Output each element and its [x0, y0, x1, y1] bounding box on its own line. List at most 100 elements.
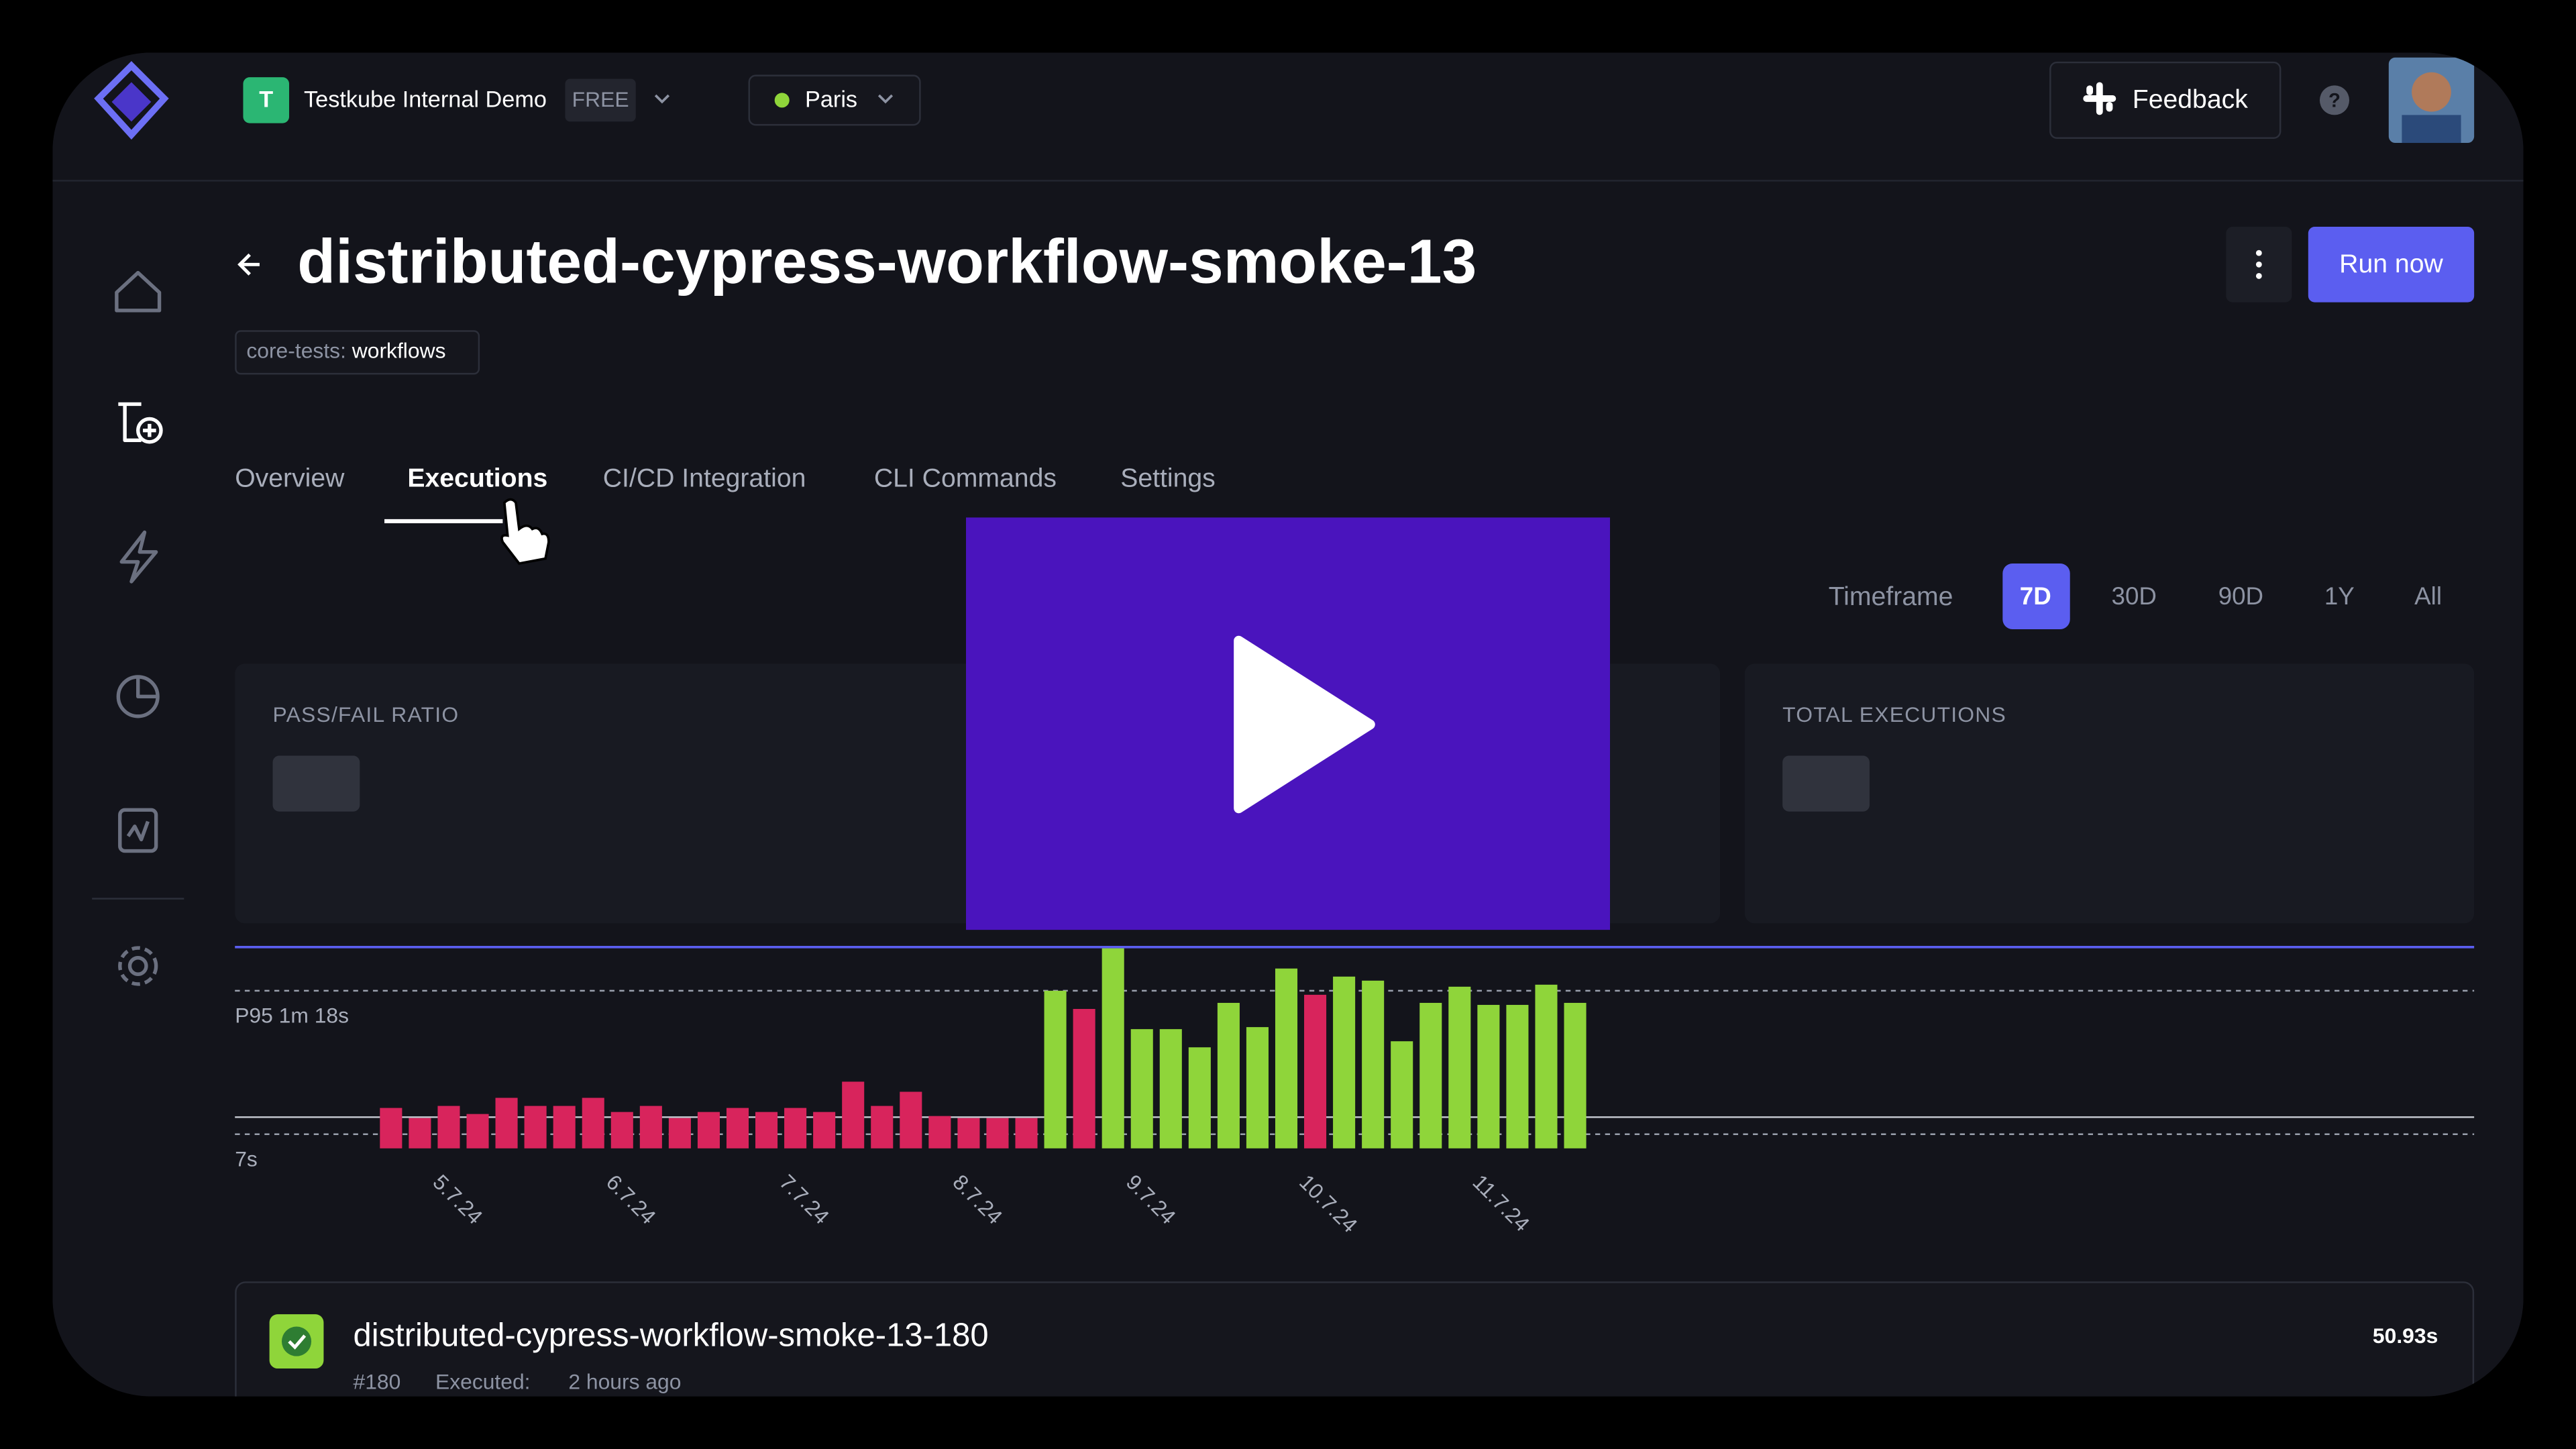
reference-label: 7s [235, 1146, 258, 1171]
executed-time: 2 hours ago [568, 1369, 681, 1393]
bar[interactable] [784, 1108, 807, 1148]
execution-duration: 50.93s [2373, 1324, 2438, 1348]
more-menu[interactable] [2226, 226, 2292, 303]
bar[interactable] [1246, 1027, 1269, 1148]
bar[interactable] [842, 1081, 865, 1148]
bar[interactable] [871, 1106, 894, 1148]
card-title: PASS/FAIL RATIO [273, 702, 460, 727]
bar[interactable] [1275, 968, 1298, 1148]
card-total-executions: TOTAL EXECUTIONS [1744, 663, 2475, 924]
timeframe: Timeframe 7D 30D 90D 1Y All [1829, 564, 2442, 629]
app-frame: T Testkube Internal Demo FREE Paris Feed… [52, 52, 2524, 1446]
bar[interactable] [610, 1112, 633, 1148]
bar[interactable] [1102, 948, 1124, 1148]
bar[interactable] [1535, 984, 1558, 1148]
bar[interactable] [986, 1118, 1009, 1148]
label-value: workflows [352, 339, 446, 363]
executed-label: Executed: [435, 1369, 531, 1393]
bar[interactable] [1217, 1002, 1240, 1148]
nav-settings[interactable] [118, 946, 158, 986]
help-icon[interactable]: ? [2319, 85, 2350, 115]
timeframe-label: Timeframe [1829, 582, 1953, 611]
bar[interactable] [755, 1112, 778, 1148]
nav-workflows[interactable] [118, 402, 163, 444]
execution-row[interactable]: distributed-cypress-workflow-smoke-13-18… [235, 1281, 2475, 1446]
bar[interactable] [495, 1097, 518, 1148]
sidebar [92, 270, 184, 986]
card-title: TOTAL EXECUTIONS [1782, 702, 2006, 727]
bar[interactable] [582, 1097, 604, 1148]
bar[interactable] [409, 1118, 431, 1148]
bar[interactable] [813, 1112, 836, 1148]
plan-badge: FREE [572, 87, 629, 111]
back-arrow[interactable] [237, 253, 260, 276]
environment-name: Paris [805, 87, 857, 113]
execution-number: #180 [354, 1369, 401, 1393]
bar[interactable] [1333, 976, 1356, 1148]
timeframe-active-bg [2002, 564, 2070, 629]
tab[interactable]: Overview [235, 464, 345, 492]
feedback-label: Feedback [2133, 85, 2248, 114]
execution-name: distributed-cypress-workflow-smoke-13-18… [354, 1317, 989, 1353]
bar[interactable] [437, 1106, 460, 1148]
nav-analytics[interactable] [116, 675, 160, 718]
bar[interactable] [380, 1108, 402, 1148]
bar[interactable] [1073, 1008, 1095, 1148]
mouse-cursor [500, 498, 550, 566]
nav-triggers[interactable] [119, 530, 158, 584]
bar[interactable] [553, 1106, 576, 1148]
bar[interactable] [1044, 990, 1067, 1148]
logo[interactable] [94, 61, 169, 140]
timeframe-option[interactable]: 7D [2020, 582, 2051, 610]
bar[interactable] [1506, 1004, 1529, 1148]
bar[interactable] [697, 1112, 720, 1148]
loading-placeholder [272, 755, 360, 812]
label-text: core-tests: workflows [246, 339, 445, 363]
timeframe-option[interactable]: All [2414, 582, 2442, 610]
nav-reports[interactable] [118, 808, 158, 853]
nav-home[interactable] [115, 270, 162, 313]
workspace-initial: T [259, 87, 273, 113]
video-play-overlay[interactable] [966, 517, 1610, 930]
bar[interactable] [1188, 1047, 1211, 1148]
timeframe-option[interactable]: 90D [2218, 582, 2263, 610]
tab[interactable]: CLI Commands [874, 464, 1057, 492]
loading-placeholder [1782, 755, 1870, 812]
bar[interactable] [1477, 1004, 1500, 1148]
avatar[interactable] [2388, 57, 2475, 144]
tab[interactable]: Settings [1120, 464, 1216, 492]
tab[interactable]: Executions [407, 464, 547, 492]
workspace-name: Testkube Internal Demo [304, 87, 547, 113]
tabs: Overview Executions CI/CD Integration CLI C… [235, 464, 1216, 523]
bar[interactable] [639, 1106, 662, 1148]
page-title: distributed-cypress-workflow-smoke-13 [297, 226, 1477, 296]
feedback-button[interactable]: Feedback [2049, 61, 2282, 139]
bar[interactable] [900, 1091, 922, 1148]
bar[interactable] [1159, 1029, 1182, 1148]
bar[interactable] [726, 1108, 749, 1148]
bar[interactable] [1304, 994, 1327, 1148]
run-now-button[interactable]: Run now [2308, 226, 2475, 303]
bar[interactable] [524, 1106, 547, 1148]
timeframe-option[interactable]: 30D [2112, 582, 2157, 610]
bar[interactable] [1419, 1002, 1442, 1148]
bar[interactable] [928, 1116, 951, 1148]
timeframe-option[interactable]: 1Y [2324, 582, 2355, 610]
bar[interactable] [1564, 1002, 1587, 1148]
bar[interactable] [1015, 1118, 1038, 1148]
run-now-label: Run now [2339, 250, 2443, 278]
label-tag[interactable]: core-tests: workflows [235, 330, 480, 375]
workspace-selector[interactable]: T Testkube Internal Demo FREE [243, 77, 670, 123]
reference-label: P95 1m 18s [235, 1003, 349, 1027]
tab[interactable]: CI/CD Integration [603, 464, 806, 492]
environment-selector[interactable]: Paris [748, 74, 921, 126]
bar[interactable] [1362, 980, 1385, 1148]
bar[interactable] [957, 1118, 980, 1148]
bar[interactable] [466, 1114, 489, 1148]
bar[interactable] [1130, 1029, 1153, 1148]
bar[interactable] [1391, 1041, 1413, 1148]
bar[interactable] [1448, 986, 1471, 1148]
bar[interactable] [668, 1118, 691, 1148]
